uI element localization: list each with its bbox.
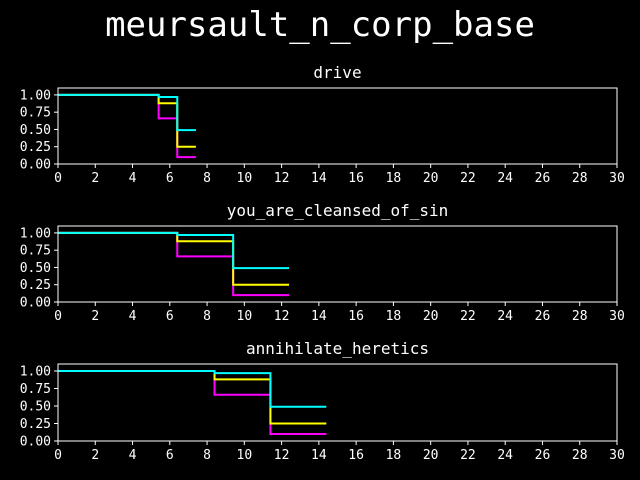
y-tick-label: 1.00 [20, 365, 51, 380]
x-tick-label: 22 [460, 448, 476, 463]
x-tick-label: 4 [129, 171, 137, 186]
x-tick-label: 12 [274, 448, 290, 463]
series-line-3 [58, 93, 196, 132]
x-tick-label: 0 [54, 448, 62, 463]
y-tick-label: 1.00 [20, 226, 51, 241]
x-tick-label: 22 [460, 309, 476, 324]
axes-frame [57, 363, 618, 442]
x-tick-label: 0 [54, 309, 62, 324]
y-tick-label: 0.00 [20, 158, 51, 173]
series-line-1 [58, 93, 196, 159]
x-tick-label: 6 [166, 309, 174, 324]
series-line-2 [58, 231, 290, 286]
x-tick-label: 8 [203, 448, 211, 463]
x-tick-label: 26 [535, 448, 551, 463]
x-tick-label: 24 [497, 448, 513, 463]
x-tick-label: 16 [348, 171, 364, 186]
x-tick-label: 20 [423, 448, 439, 463]
x-tick-label: 12 [274, 171, 290, 186]
x-tick-label: 0 [54, 171, 62, 186]
y-tick-label: 0.25 [20, 417, 51, 432]
y-tick-label: 0.75 [20, 244, 51, 259]
x-tick-label: 2 [91, 309, 99, 324]
y-tick-label: 0.50 [20, 261, 51, 276]
subplot-title: drive [313, 63, 361, 82]
y-tick-label: 0.25 [20, 278, 51, 293]
axes-frame [57, 87, 618, 165]
x-tick-label: 8 [203, 309, 211, 324]
x-tick-label: 18 [386, 171, 402, 186]
x-tick-label: 10 [237, 171, 253, 186]
series-line-1 [58, 231, 290, 297]
x-tick-label: 16 [348, 448, 364, 463]
y-tick-label: 0.00 [20, 296, 51, 311]
x-tick-label: 2 [91, 448, 99, 463]
series-line-1 [58, 370, 327, 435]
x-tick-label: 6 [166, 171, 174, 186]
x-tick-label: 30 [609, 309, 625, 324]
subplot-title: annihilate_heretics [246, 339, 429, 358]
x-tick-label: 8 [203, 171, 211, 186]
subplot-title: you_are_cleansed_of_sin [227, 201, 449, 220]
x-tick-label: 26 [535, 171, 551, 186]
y-tick-label: 0.00 [20, 435, 51, 450]
x-tick-label: 28 [572, 309, 588, 324]
x-tick-label: 28 [572, 171, 588, 186]
x-tick-label: 16 [348, 309, 364, 324]
y-tick-label: 0.50 [20, 123, 51, 138]
x-tick-label: 14 [311, 448, 327, 463]
x-tick-label: 4 [129, 309, 137, 324]
x-tick-label: 22 [460, 171, 476, 186]
y-tick-label: 0.75 [20, 382, 51, 397]
x-tick-label: 4 [129, 448, 137, 463]
y-tick-label: 0.25 [20, 140, 51, 155]
series-line-2 [58, 370, 327, 425]
x-tick-label: 10 [237, 448, 253, 463]
series-line-2 [58, 93, 196, 148]
y-tick-label: 0.75 [20, 106, 51, 121]
x-tick-label: 18 [386, 309, 402, 324]
x-tick-label: 6 [166, 448, 174, 463]
y-tick-label: 1.00 [20, 88, 51, 103]
x-tick-label: 24 [497, 171, 513, 186]
x-tick-label: 30 [609, 448, 625, 463]
axes-frame [57, 225, 618, 303]
x-tick-label: 26 [535, 309, 551, 324]
y-tick-label: 0.50 [20, 400, 51, 415]
x-tick-label: 2 [91, 171, 99, 186]
x-tick-label: 24 [497, 309, 513, 324]
x-tick-label: 14 [311, 171, 327, 186]
series-line-3 [58, 370, 327, 408]
x-tick-label: 28 [572, 448, 588, 463]
x-tick-label: 30 [609, 171, 625, 186]
series-line-3 [58, 231, 290, 270]
x-tick-label: 12 [274, 309, 290, 324]
figure-title: meursault_n_corp_base [105, 5, 535, 45]
x-tick-label: 20 [423, 171, 439, 186]
x-tick-label: 10 [237, 309, 253, 324]
x-tick-label: 18 [386, 448, 402, 463]
x-tick-label: 20 [423, 309, 439, 324]
x-tick-label: 14 [311, 309, 327, 324]
